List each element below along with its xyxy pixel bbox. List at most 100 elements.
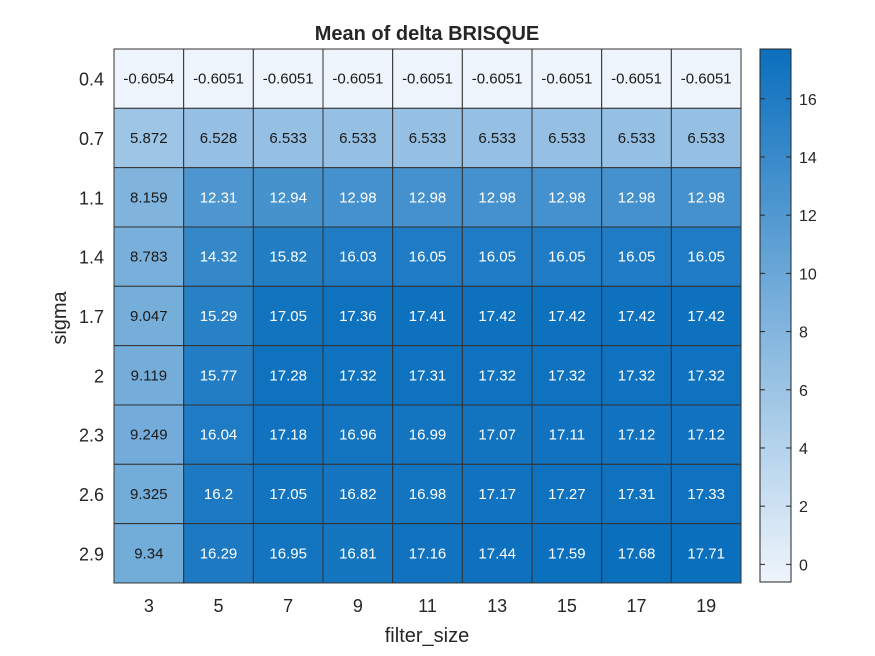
heatmap-cell: [670, 167, 742, 228]
cell-value-label: 17.07: [478, 427, 516, 444]
heatmap-cell: [322, 48, 394, 109]
heatmap-cell: [113, 226, 185, 287]
cell-value-label: 9.047: [130, 308, 168, 325]
cell-value-label: 17.18: [269, 427, 307, 444]
heatmap-cell: [601, 345, 672, 406]
cell-value-label: 17.28: [269, 367, 307, 384]
cell-value-label: 15.82: [269, 249, 307, 266]
cell-value-label: 17.05: [269, 486, 307, 503]
heatmap-cell: [670, 345, 742, 406]
cell-value-label: 17.12: [618, 427, 656, 444]
cell-value-label: 15.77: [200, 367, 238, 384]
cell-value-label: 17.36: [339, 308, 377, 325]
cell-value-label: -0.6051: [263, 71, 314, 88]
x-tick-label: 13: [487, 596, 507, 616]
heatmap-cell: [113, 463, 185, 525]
colorbar-ticks: 0 2 4 6 8 10 12 14 16: [760, 92, 817, 574]
cell-value-label: 6.533: [548, 130, 586, 147]
cell-value-label: 17.33: [687, 486, 725, 503]
cell-value-label: -0.6051: [541, 71, 592, 88]
cell-value-label: 16.05: [409, 249, 447, 266]
cell-value-label: 16.82: [339, 486, 377, 503]
heatmap-cell: [252, 107, 324, 169]
cell-value-label: 16.95: [269, 545, 307, 562]
cell-value-label: 6.533: [339, 130, 377, 147]
x-tick-label: 3: [144, 596, 154, 616]
heatmap-cell: [531, 285, 603, 347]
heatmap-cell: [113, 48, 185, 109]
cell-value-label: 17.16: [409, 545, 447, 562]
cell-value-label: 9.249: [130, 427, 168, 444]
heatmap-cell: [252, 167, 324, 228]
y-tick-label: 2.3: [79, 426, 104, 446]
y-tick-label: 2.6: [79, 485, 104, 505]
cell-value-label: 17.17: [478, 486, 516, 503]
heatmap-cell: [183, 404, 254, 465]
x-tick-label: 7: [283, 596, 293, 616]
cell-value-label: 17.42: [548, 308, 586, 325]
heatmap-cell: [113, 345, 185, 406]
heatmap-cell: [531, 404, 603, 465]
cell-value-label: 12.98: [409, 189, 447, 206]
colorbar: 0 2 4 6 8 10 12 14 16: [759, 48, 817, 583]
x-tick-label: 17: [627, 596, 647, 616]
cell-value-label: 17.05: [269, 308, 307, 325]
y-tick-label: 2: [94, 366, 104, 386]
colorbar-tick-label: 12: [799, 208, 817, 225]
cell-value-label: 6.533: [687, 130, 725, 147]
cell-value-label: 16.29: [200, 545, 238, 562]
colorbar-tick-label: 10: [799, 266, 817, 283]
cell-value-label: -0.6051: [611, 71, 662, 88]
x-tick-label: 11: [418, 596, 437, 616]
cell-value-label: 16.98: [409, 486, 447, 503]
heatmap-cell: [392, 404, 463, 465]
heatmap-cell: [113, 167, 185, 228]
cell-value-label: 8.159: [130, 189, 168, 206]
cell-value-label: 15.29: [200, 308, 238, 325]
heatmap-cell: [113, 285, 185, 347]
cell-value-label: -0.6051: [332, 71, 383, 88]
colorbar-tick-label: 4: [799, 441, 808, 458]
heatmap-cell: [392, 523, 463, 584]
cell-value-label: 16.05: [548, 249, 586, 266]
cell-value-label: 12.94: [269, 189, 307, 206]
cell-value-label: 16.03: [339, 249, 377, 266]
cell-value-label: 17.42: [478, 308, 516, 325]
cell-value-label: 17.32: [548, 367, 586, 384]
heatmap-cell: [531, 167, 603, 228]
cell-value-label: 17.31: [409, 367, 447, 384]
heatmap-cell: [461, 463, 533, 525]
cell-value-label: 8.783: [130, 249, 168, 266]
cell-value-label: 17.32: [339, 367, 377, 384]
y-tick-label: 0.7: [79, 129, 104, 149]
colorbar-tick-label: 6: [799, 383, 808, 400]
colorbar-tick-label: 14: [799, 150, 817, 167]
cell-value-label: 6.533: [409, 130, 447, 147]
x-axis-label: filter_size: [385, 625, 469, 647]
heatmap-cell: [183, 345, 254, 406]
heatmap-cell: [183, 523, 254, 584]
heatmap-cell: [392, 345, 463, 406]
cell-value-label: -0.6051: [193, 71, 244, 88]
heatmap-cell: [601, 107, 672, 169]
heatmap-cell: [670, 107, 742, 169]
cell-value-label: 12.98: [548, 189, 586, 206]
heatmap-cell: [113, 404, 185, 465]
cell-value-label: 17.44: [478, 545, 516, 562]
cell-value-label: 16.2: [204, 486, 233, 503]
y-tick-label: 1.4: [79, 248, 104, 268]
heatmap-cell: [461, 285, 533, 347]
cell-value-label: 17.32: [618, 367, 656, 384]
cell-value-label: 16.96: [339, 427, 377, 444]
heatmap-cell: [392, 463, 463, 525]
x-tick-label: 9: [353, 596, 363, 616]
cell-value-label: 12.98: [687, 189, 725, 206]
cell-value-label: 17.71: [687, 545, 725, 562]
cell-value-label: 17.31: [618, 486, 656, 503]
heatmap-cell: [322, 345, 394, 406]
heatmap-cell: [322, 167, 394, 228]
cell-value-label: 17.32: [478, 367, 516, 384]
x-tick-labels: 3 5 7 9 11 13 15 17 19: [144, 596, 716, 616]
cell-value-label: 17.68: [618, 545, 656, 562]
y-tick-label: 1.7: [79, 307, 104, 327]
